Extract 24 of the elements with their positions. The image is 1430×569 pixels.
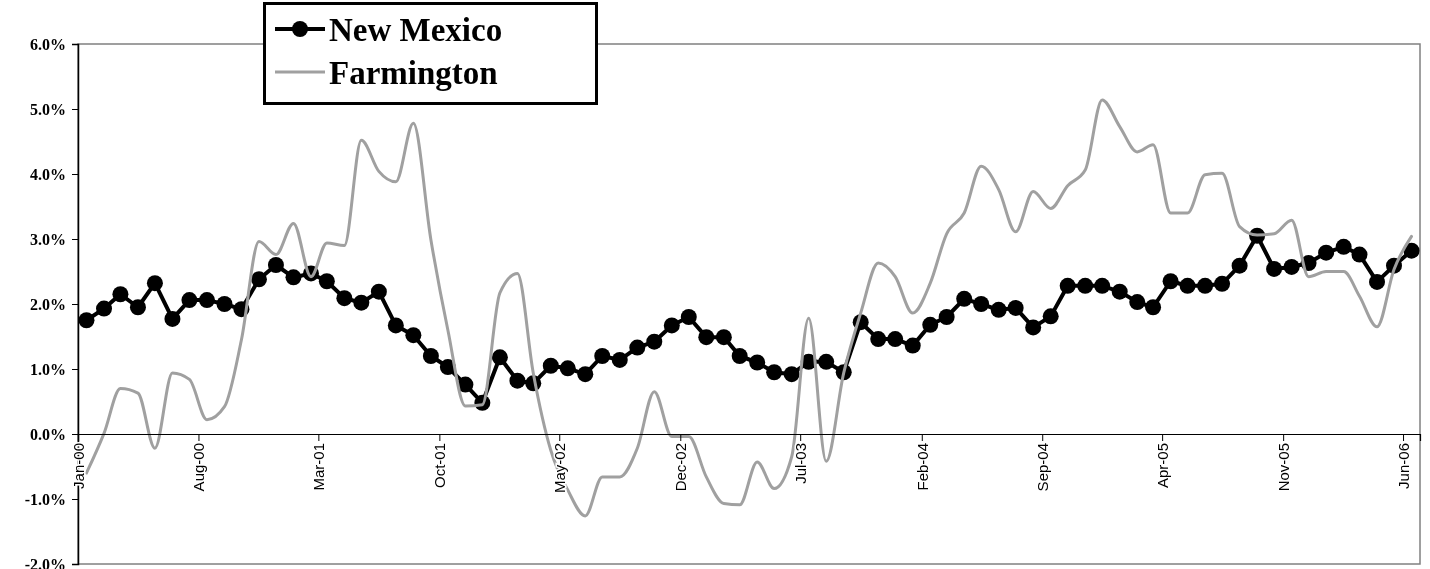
y-tick-label: 2.0% bbox=[30, 295, 66, 313]
x-tick-label: Mar-01 bbox=[310, 443, 328, 491]
x-tick-label: Apr-05 bbox=[1153, 443, 1171, 489]
x-tick-label: Oct-01 bbox=[431, 443, 449, 489]
legend-label: New Mexico bbox=[329, 11, 503, 48]
x-tick-label: Aug-00 bbox=[190, 443, 208, 492]
y-tick-label: -1.0% bbox=[24, 490, 66, 508]
x-tick-label: Feb-04 bbox=[913, 443, 931, 491]
x-tick-label: Dec-02 bbox=[672, 443, 690, 492]
y-tick-label: 6.0% bbox=[30, 35, 66, 53]
y-tick-label: 5.0% bbox=[30, 100, 66, 118]
y-tick-label: 1.0% bbox=[30, 360, 66, 378]
x-tick-label: Jun-06 bbox=[1394, 443, 1412, 489]
x-tick-label: Sep-04 bbox=[1033, 443, 1051, 492]
y-tick-label: -2.0% bbox=[24, 555, 66, 569]
y-tick-label: 3.0% bbox=[30, 230, 66, 248]
line-series bbox=[84, 98, 1414, 518]
y-tick-label: 4.0% bbox=[30, 165, 66, 183]
legend-label: Farmington bbox=[329, 54, 498, 91]
x-tick-label: Jul-03 bbox=[791, 443, 809, 484]
x-tick-label: May-02 bbox=[551, 443, 569, 494]
x-tick-label: Nov-05 bbox=[1274, 443, 1292, 492]
x-tick-label: Jan-00 bbox=[69, 443, 87, 489]
y-tick-label: 0.0% bbox=[30, 425, 66, 443]
